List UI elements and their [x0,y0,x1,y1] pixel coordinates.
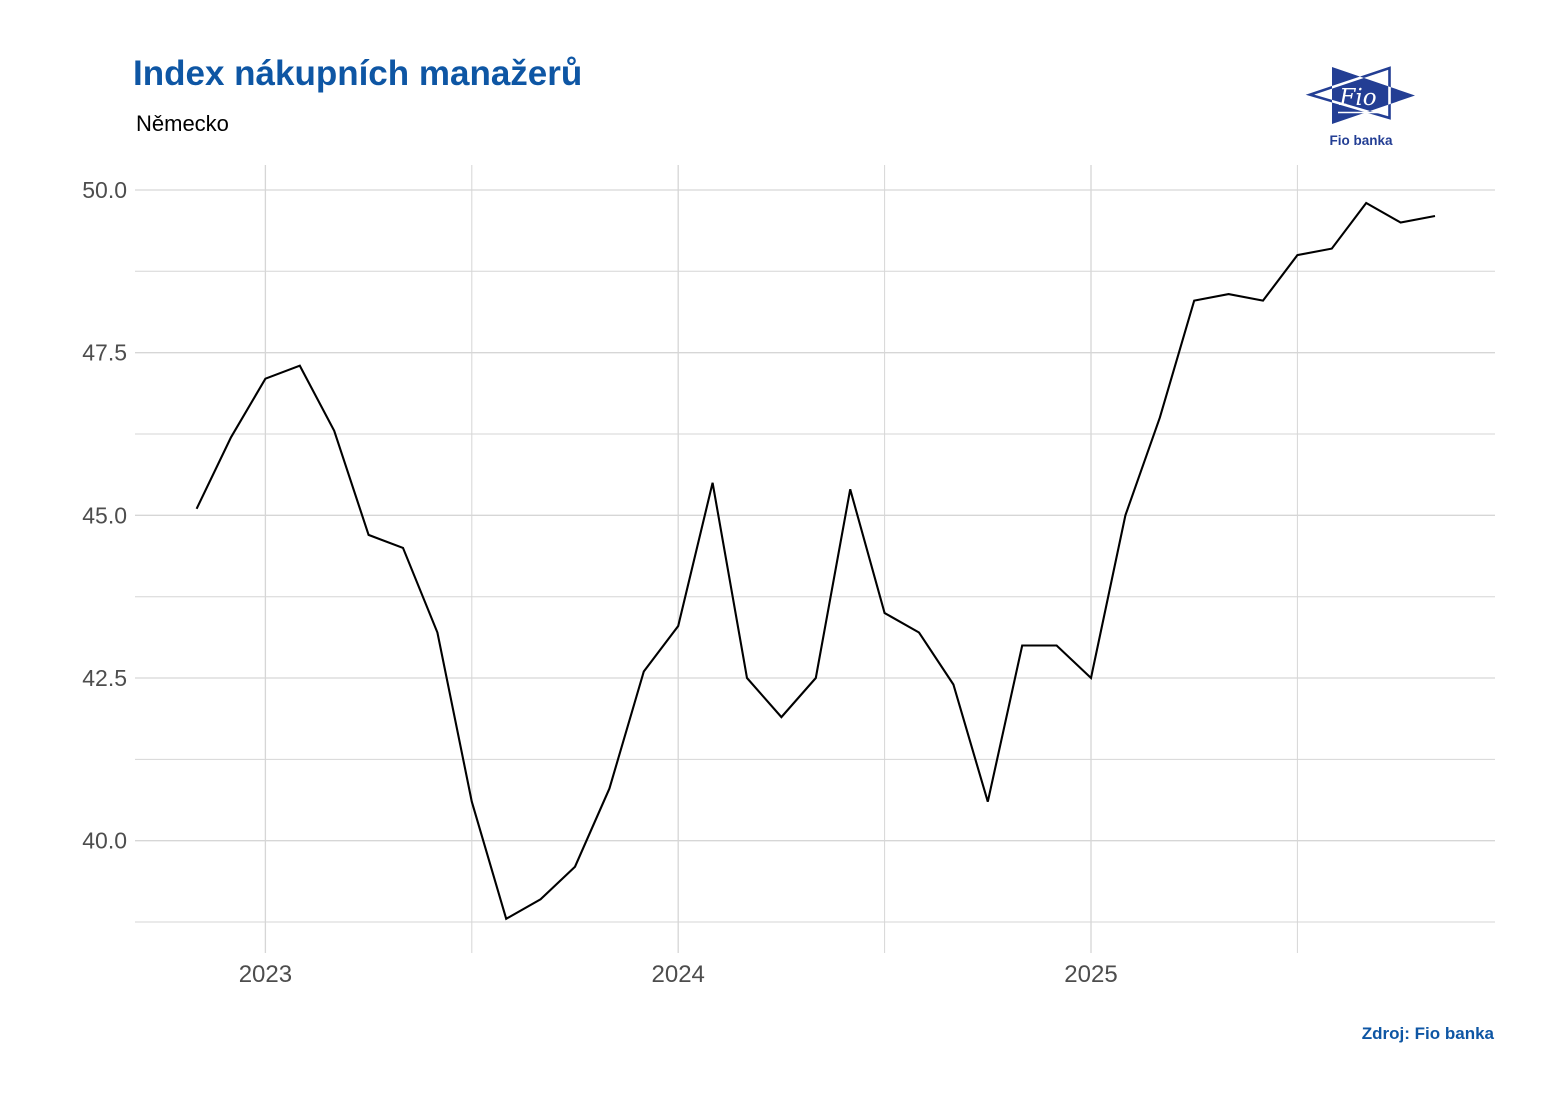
fio-logo-label: Fio banka [1329,133,1393,148]
page-subtitle: Německo [136,111,229,136]
source-caption: Zdroj: Fio banka [1361,1024,1494,1043]
y-axis-tick-label: 50.0 [82,177,127,203]
page-title: Index nákupních manažerů [133,54,583,93]
fio-bank-logo: Fio Fio banka [1305,66,1415,148]
x-axis-tick-label: 2024 [652,961,705,988]
x-axis-tick-label: 2023 [239,961,292,988]
fio-star-text: Fio [1338,85,1376,111]
gridlines-minor [135,165,1495,953]
y-axis-tick-label: 40.0 [82,828,127,854]
y-axis-tick-label: 47.5 [82,340,127,366]
x-axis-tick-label: 2025 [1064,961,1117,988]
axis-tick-labels: 50.0 47.5 45.0 42.5 40.0 2023 2024 2025 [82,177,1117,988]
y-axis-tick-label: 42.5 [82,665,127,691]
y-axis-tick-label: 45.0 [82,502,127,528]
series-group [195,201,1436,921]
gridlines-major [135,165,1495,953]
pmi-series-line [195,201,1436,921]
fio-star-outline-triangle-icon [1305,66,1391,120]
